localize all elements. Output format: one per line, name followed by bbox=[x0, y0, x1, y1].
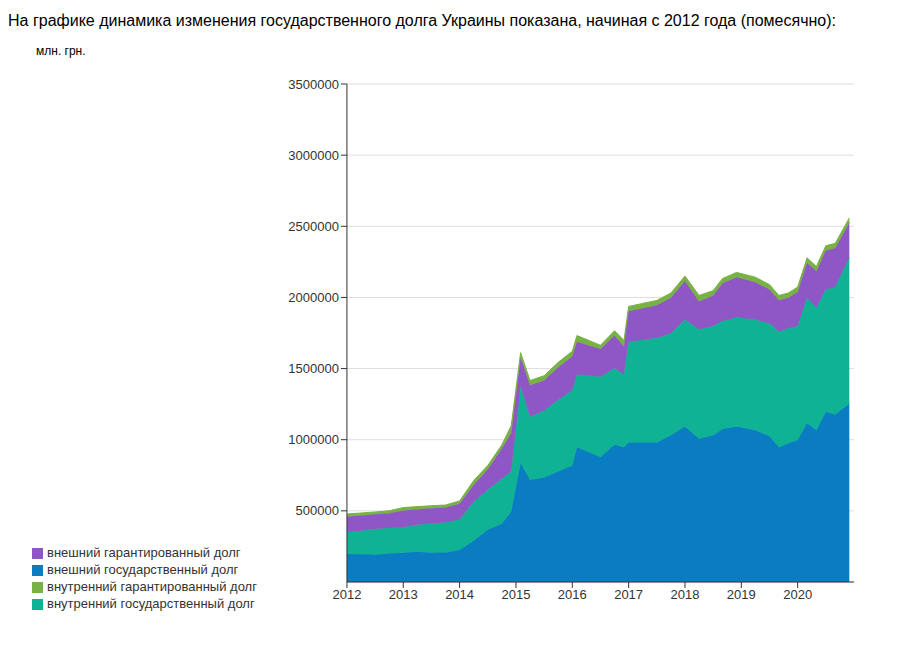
svg-text:3000000: 3000000 bbox=[288, 148, 339, 163]
html-text:внешний гарантированный долг: внешний гарантированный долг bbox=[47, 545, 241, 560]
svg-text:2015: 2015 bbox=[501, 587, 530, 602]
html-text:На графике динамика изменения: На графике динамика изменения государств… bbox=[8, 12, 836, 29]
svg-text:2016: 2016 bbox=[558, 587, 587, 602]
svg-text:1000000: 1000000 bbox=[288, 432, 339, 447]
svg-text:1500000: 1500000 bbox=[288, 361, 339, 376]
svg-text:500000: 500000 bbox=[296, 503, 339, 518]
svg-text:2014: 2014 bbox=[445, 587, 474, 602]
svg-text:2019: 2019 bbox=[727, 587, 756, 602]
svg-text:2017: 2017 bbox=[614, 587, 643, 602]
svg-text:2020: 2020 bbox=[783, 587, 812, 602]
svg-text:2500000: 2500000 bbox=[288, 219, 339, 234]
html-text:внутренний гарантированный дол: внутренний гарантированный долг bbox=[47, 579, 257, 594]
svg-text:2018: 2018 bbox=[671, 587, 700, 602]
html-text:внутренний государственный дол: внутренний государственный долг bbox=[47, 596, 255, 611]
html-text:внешний государственный долг: внешний государственный долг bbox=[47, 562, 239, 577]
html-text:млн. грн.: млн. грн. bbox=[36, 44, 86, 58]
svg-text:2012: 2012 bbox=[332, 587, 361, 602]
svg-text:2013: 2013 bbox=[389, 587, 418, 602]
svg-text:3500000: 3500000 bbox=[288, 77, 339, 92]
svg-text:2000000: 2000000 bbox=[288, 290, 339, 305]
